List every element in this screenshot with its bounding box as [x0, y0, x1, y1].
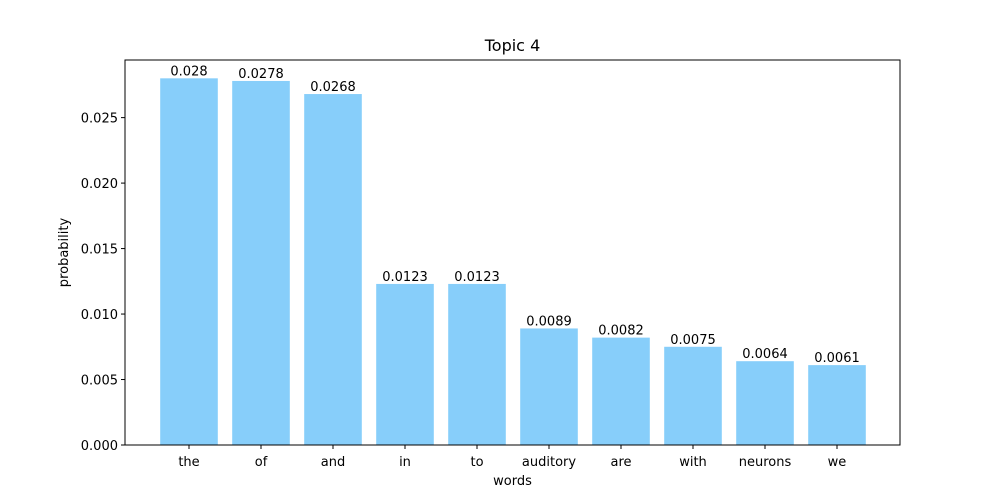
bar-are: [592, 337, 650, 445]
bars: 0.028 0.0278 0.0268 0.0123 0.0123 0.0089 0.008…: [160, 64, 866, 446]
x-tick-label: the: [178, 455, 199, 470]
bar-neurons: [736, 361, 794, 445]
x-tick-label: are: [610, 455, 631, 470]
bar-the: [160, 78, 218, 445]
y-tick-label: 0.005: [81, 374, 118, 389]
bar-in: [376, 283, 434, 445]
x-axis: the of and in to auditory are with neurons we: [178, 445, 846, 470]
x-tick-label: of: [255, 455, 268, 470]
x-tick-label: neurons: [739, 455, 792, 470]
y-tick-label: 0.010: [81, 308, 118, 323]
bar-value-label: 0.0268: [310, 80, 356, 95]
bar-value-label: 0.028: [170, 64, 207, 79]
bar-with: [664, 346, 722, 445]
chart-title: Topic 4: [484, 36, 541, 55]
bar-value-label: 0.0061: [814, 351, 860, 366]
y-axis-label: probability: [57, 218, 72, 288]
bar-value-label: 0.0064: [742, 347, 788, 362]
y-axis: 0.000 0.005 0.010 0.015 0.020 0.025: [81, 112, 125, 454]
x-axis-label: words: [493, 474, 532, 489]
plot-frame: [124, 59, 901, 446]
x-tick-label: auditory: [522, 455, 576, 470]
bar-value-label: 0.0075: [670, 333, 716, 348]
x-tick-label: we: [828, 455, 847, 470]
bar-value-label: 0.0278: [238, 67, 284, 82]
y-tick-label: 0.015: [81, 243, 118, 258]
x-tick-label: to: [470, 455, 483, 470]
bar-we: [808, 365, 866, 445]
bar-value-label: 0.0123: [454, 270, 500, 285]
bar-of: [232, 80, 290, 445]
y-tick-label: 0.020: [81, 177, 118, 192]
x-tick-label: in: [399, 455, 411, 470]
x-tick-label: with: [679, 455, 707, 470]
y-tick-label: 0.025: [81, 112, 118, 127]
bar-value-label: 0.0082: [598, 324, 644, 339]
bar-value-label: 0.0089: [526, 314, 572, 329]
x-tick-label: and: [321, 455, 345, 470]
bar-to: [448, 283, 506, 445]
y-tick-label: 0.000: [81, 439, 118, 454]
bar-auditory: [520, 328, 578, 445]
bar-and: [304, 94, 362, 446]
bar-value-label: 0.0123: [382, 270, 428, 285]
